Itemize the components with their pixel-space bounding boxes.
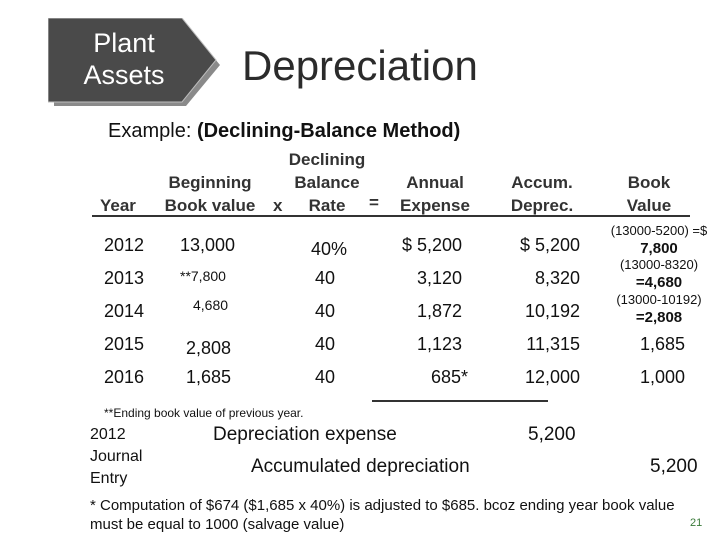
row-2012-book-value: 7,800 — [640, 240, 678, 257]
row-2016-beginning: 1,685 — [186, 367, 232, 387]
header-accum-1: Accum. — [511, 173, 573, 192]
row-2016-expense: 685* — [430, 367, 468, 387]
row-2012-accum: $ 5,200 — [519, 235, 580, 255]
header-beginning-2: Book value — [164, 196, 256, 215]
row-2013-expense: 3,120 — [416, 268, 462, 288]
credit-account: Accumulated depreciation — [251, 456, 470, 477]
row-2013-rate: 40 — [315, 268, 336, 288]
row-2014-year: 2014 — [104, 301, 145, 321]
journal-label-3: Entry — [90, 470, 128, 487]
footnote: * Computation of $674 ($1,685 x 40%) is … — [90, 497, 675, 533]
header-book-2: Value — [626, 196, 672, 215]
row-2015-expense: 1,123 — [416, 334, 462, 354]
header-rate-1: Declining — [288, 150, 366, 169]
row-2012-rate: 40% — [311, 239, 348, 259]
row-2012-year: 2012 — [104, 235, 145, 255]
row-2016-rate: 40 — [315, 367, 336, 387]
badge-line-2: Assets — [83, 60, 165, 90]
row-2012-beginning: 13,000 — [180, 235, 236, 255]
row-2012-book-note: (13000-5200) =$ — [610, 223, 708, 238]
page-title: Depreciation — [242, 42, 478, 89]
badge-line-1: Plant — [93, 28, 155, 58]
example-prefix: Example: — [108, 120, 192, 142]
header-accum: Accum. Deprec. — [500, 171, 584, 217]
row-2013-book-note: (13000-8320) — [619, 257, 699, 272]
row-2014-beginning: 4,680 — [193, 297, 229, 313]
journal-label-1: 2012 — [90, 426, 126, 443]
row-2015-year: 2015 — [104, 334, 145, 354]
header-beginning: Beginning Book value — [160, 171, 260, 217]
header-times: x — [273, 196, 283, 215]
header-rate: Declining Balance Rate — [286, 148, 368, 217]
credit-amount: 5,200 — [650, 456, 698, 477]
header-rule — [92, 215, 690, 217]
header-book: Book Value — [614, 171, 684, 217]
row-2013-beginning: **7,800 — [180, 268, 226, 284]
journal-label-2: Journal — [90, 448, 143, 465]
journal-rule — [372, 400, 548, 402]
row-2015-book-value: 1,685 — [639, 334, 685, 354]
row-2013-book: (13000-8320) =4,680 — [603, 256, 715, 292]
row-2015-accum: 11,315 — [526, 334, 580, 354]
badge-label: Plant Assets — [60, 27, 188, 91]
row-2016-book-value: 1,000 — [639, 367, 685, 387]
row-2014-book-value: =2,808 — [635, 309, 683, 326]
header-book-1: Book — [627, 173, 671, 192]
row-2012-book: (13000-5200) =$ 7,800 — [603, 222, 715, 258]
row-2016-year: 2016 — [104, 367, 145, 387]
row-2014-accum: 10,192 — [524, 301, 580, 321]
table-note: **Ending book value of previous year. — [104, 406, 304, 420]
header-year: Year — [100, 196, 136, 215]
page-number: 21 — [690, 517, 703, 529]
plant-assets-badge — [48, 18, 220, 106]
row-2013-accum: 8,320 — [534, 268, 580, 288]
header-expense: Annual Expense — [390, 171, 480, 217]
row-2013-book-value: =4,680 — [635, 274, 683, 291]
row-2012-expense: $ 5,200 — [401, 235, 462, 255]
row-2016-accum: 12,000 — [524, 367, 580, 387]
debit-account: Depreciation expense — [213, 424, 397, 445]
header-equals: = — [369, 193, 379, 212]
header-rate-3: Rate — [308, 196, 346, 215]
header-beginning-1: Beginning — [168, 173, 252, 192]
row-2014-book-note: (13000-10192) — [616, 292, 702, 307]
example-heading: Example: (Declining-Balance Method) — [108, 120, 460, 143]
row-2015-rate: 40 — [315, 334, 336, 354]
journal-label: 2012 Journal Entry — [90, 424, 142, 490]
row-2014-book: (13000-10192) =2,808 — [603, 291, 715, 327]
header-expense-1: Annual — [406, 173, 464, 192]
row-2015-beginning: 2,808 — [186, 338, 232, 358]
debit-amount: 5,200 — [528, 424, 576, 445]
row-2014-rate: 40 — [315, 301, 336, 321]
header-accum-2: Deprec. — [510, 196, 574, 215]
row-2014-expense: 1,872 — [416, 301, 462, 321]
header-expense-2: Expense — [400, 196, 470, 215]
example-method: (Declining-Balance Method) — [196, 120, 461, 142]
row-2013-year: 2013 — [104, 268, 145, 288]
header-rate-2: Balance — [294, 173, 360, 192]
